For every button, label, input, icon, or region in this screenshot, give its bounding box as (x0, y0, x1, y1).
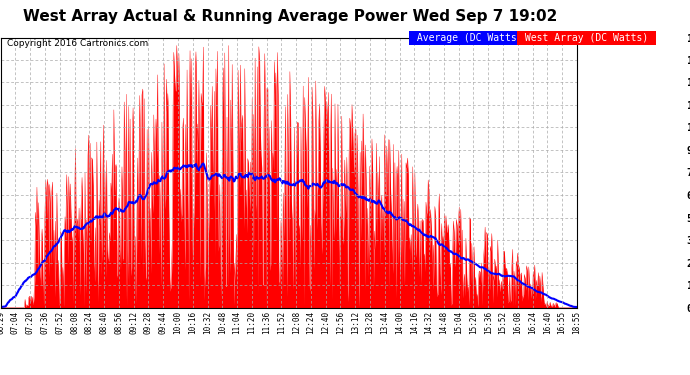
Text: 18:55: 18:55 (572, 311, 582, 334)
Text: Copyright 2016 Cartronics.com: Copyright 2016 Cartronics.com (7, 39, 148, 48)
Text: 09:44: 09:44 (159, 311, 168, 334)
Text: 12:24: 12:24 (306, 311, 315, 334)
Text: 15:04: 15:04 (454, 311, 463, 334)
Text: 07:36: 07:36 (41, 311, 50, 334)
Text: Average (DC Watts): Average (DC Watts) (411, 33, 528, 43)
Text: 14:48: 14:48 (440, 311, 449, 334)
Text: 12:56: 12:56 (336, 311, 345, 334)
Text: 16:40: 16:40 (543, 311, 552, 334)
Text: 07:20: 07:20 (26, 311, 34, 334)
Text: 15:52: 15:52 (498, 311, 507, 334)
Text: 10:16: 10:16 (188, 311, 197, 334)
Text: 08:08: 08:08 (70, 311, 79, 334)
Text: 13:12: 13:12 (351, 311, 359, 334)
Text: 13:44: 13:44 (380, 311, 389, 334)
Text: 16:55: 16:55 (558, 311, 566, 334)
Text: 15:36: 15:36 (484, 311, 493, 334)
Text: West Array Actual & Running Average Power Wed Sep 7 19:02: West Array Actual & Running Average Powe… (23, 9, 557, 24)
Text: 06:29: 06:29 (0, 311, 6, 334)
Text: 12:08: 12:08 (292, 311, 301, 334)
Text: 14:32: 14:32 (424, 311, 433, 334)
Text: 11:52: 11:52 (277, 311, 286, 334)
Text: 11:20: 11:20 (247, 311, 256, 334)
Text: 12:40: 12:40 (322, 311, 331, 334)
Text: 09:28: 09:28 (144, 311, 153, 334)
Text: 14:16: 14:16 (410, 311, 419, 334)
Text: 10:32: 10:32 (203, 311, 212, 334)
Text: 08:56: 08:56 (115, 311, 124, 334)
Text: 11:36: 11:36 (262, 311, 271, 334)
Text: 10:00: 10:00 (173, 311, 182, 334)
Text: 10:48: 10:48 (218, 311, 227, 334)
Text: 08:24: 08:24 (85, 311, 94, 334)
Text: 11:04: 11:04 (233, 311, 241, 334)
Text: 09:12: 09:12 (129, 311, 138, 334)
Text: 07:52: 07:52 (55, 311, 64, 334)
Text: 14:00: 14:00 (395, 311, 404, 334)
Text: West Array (DC Watts): West Array (DC Watts) (519, 33, 654, 43)
Text: 13:28: 13:28 (366, 311, 375, 334)
Text: 08:40: 08:40 (99, 311, 108, 334)
Text: 16:24: 16:24 (528, 311, 537, 334)
Text: 07:04: 07:04 (11, 311, 20, 334)
Text: 15:20: 15:20 (469, 311, 478, 334)
Text: 16:08: 16:08 (513, 311, 522, 334)
